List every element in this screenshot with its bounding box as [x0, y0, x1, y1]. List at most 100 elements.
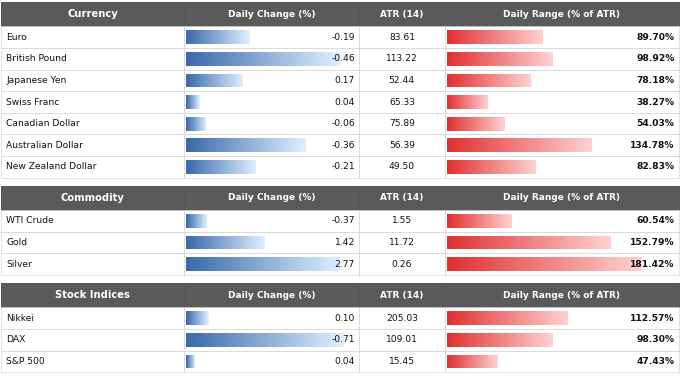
Bar	[460, 236, 463, 249]
Bar	[497, 160, 498, 174]
Bar	[538, 257, 541, 271]
Bar	[223, 30, 224, 44]
Bar	[359, 186, 445, 210]
Bar	[250, 236, 251, 249]
Bar	[453, 30, 455, 44]
Bar	[320, 257, 322, 271]
Bar	[248, 236, 250, 249]
Bar	[248, 30, 249, 44]
Bar	[203, 73, 204, 87]
Bar	[467, 311, 469, 325]
Bar	[447, 95, 448, 109]
Bar	[517, 138, 520, 152]
Bar	[214, 73, 215, 87]
Bar	[294, 138, 296, 152]
Text: Daily Change (%): Daily Change (%)	[228, 291, 315, 300]
Bar	[317, 257, 320, 271]
Bar	[192, 30, 194, 44]
Bar	[533, 333, 535, 347]
Bar	[486, 138, 488, 152]
Bar	[505, 30, 507, 44]
Bar	[460, 160, 462, 174]
Bar	[626, 257, 629, 271]
Bar	[526, 138, 529, 152]
Bar	[556, 236, 559, 249]
Text: Daily Range (% of ATR): Daily Range (% of ATR)	[503, 10, 620, 19]
Text: Australian Dollar: Australian Dollar	[6, 141, 83, 150]
Bar	[505, 52, 507, 66]
Bar	[447, 236, 449, 249]
Bar	[493, 355, 494, 368]
Bar	[452, 52, 454, 66]
Bar	[568, 138, 570, 152]
Bar	[245, 236, 247, 249]
Bar	[534, 138, 537, 152]
Bar	[525, 52, 526, 66]
Bar	[522, 138, 524, 152]
Bar	[521, 160, 522, 174]
Bar	[469, 214, 470, 228]
Bar	[490, 236, 494, 249]
Bar	[503, 311, 505, 325]
Text: 152.79%: 152.79%	[630, 238, 675, 247]
Bar	[246, 30, 248, 44]
Bar	[239, 73, 240, 87]
Bar	[494, 117, 495, 130]
Bar	[284, 52, 286, 66]
Bar	[475, 160, 477, 174]
Bar	[231, 236, 233, 249]
Bar	[240, 73, 241, 87]
Bar	[198, 160, 199, 174]
Bar	[523, 52, 525, 66]
Bar	[503, 160, 505, 174]
Bar	[469, 160, 471, 174]
Bar	[463, 257, 466, 271]
Bar	[518, 236, 521, 249]
Bar	[478, 138, 481, 152]
Text: -0.19: -0.19	[331, 33, 355, 42]
Bar	[326, 333, 328, 347]
Bar	[245, 30, 246, 44]
Bar	[606, 236, 609, 249]
Bar	[451, 214, 452, 228]
Bar	[515, 257, 518, 271]
Text: 112.57%: 112.57%	[630, 314, 675, 323]
Bar	[212, 138, 214, 152]
Bar	[493, 311, 495, 325]
Bar	[260, 257, 263, 271]
Bar	[466, 236, 469, 249]
Bar	[501, 333, 503, 347]
Bar	[483, 30, 486, 44]
Bar	[472, 95, 473, 109]
Bar	[529, 30, 530, 44]
Bar	[286, 257, 289, 271]
Bar	[220, 138, 222, 152]
Bar	[492, 257, 496, 271]
Bar	[214, 160, 216, 174]
Bar	[554, 311, 556, 325]
Bar	[263, 257, 266, 271]
Bar	[201, 30, 202, 44]
Bar	[499, 257, 502, 271]
Bar	[307, 52, 309, 66]
Bar	[458, 333, 459, 347]
Bar	[445, 26, 679, 48]
Bar	[212, 73, 213, 87]
Bar	[493, 138, 495, 152]
Bar	[197, 30, 198, 44]
Bar	[194, 73, 195, 87]
Bar	[514, 333, 515, 347]
Bar	[483, 355, 484, 368]
Bar	[491, 355, 492, 368]
Bar	[447, 311, 449, 325]
Bar	[483, 95, 484, 109]
Bar	[456, 73, 458, 87]
Bar	[449, 117, 451, 130]
Bar	[216, 333, 218, 347]
Bar	[515, 333, 517, 347]
Bar	[458, 95, 459, 109]
Bar	[494, 333, 496, 347]
Bar	[250, 52, 253, 66]
Bar	[495, 311, 497, 325]
Bar	[521, 333, 522, 347]
